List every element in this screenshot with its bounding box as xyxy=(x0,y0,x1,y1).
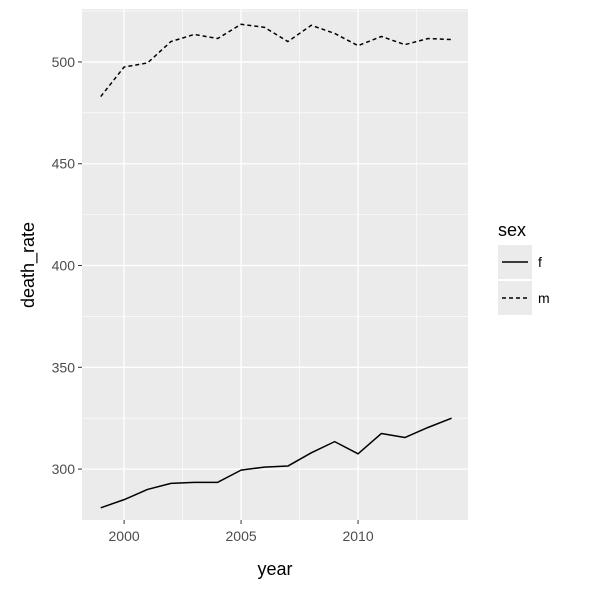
minor-gridlines xyxy=(82,9,468,520)
y-axis-title: death_rate xyxy=(18,222,39,308)
plot-panel xyxy=(82,9,468,520)
x-axis-title: year xyxy=(257,559,292,579)
y-axis: 300 350 400 450 500 xyxy=(52,54,82,477)
x-axis: 2000 2005 2010 xyxy=(109,520,374,544)
series-lines xyxy=(100,23,452,509)
legend-label-f: f xyxy=(538,254,542,270)
y-tick-label: 300 xyxy=(52,461,76,477)
y-tick-label: 450 xyxy=(52,156,76,172)
legend: sex f m xyxy=(498,220,550,315)
y-tick-label: 400 xyxy=(52,258,76,274)
x-tick-label: 2000 xyxy=(109,528,140,544)
series-line-f xyxy=(100,417,452,509)
x-tick-label: 2005 xyxy=(226,528,257,544)
x-tick-label: 2010 xyxy=(342,528,373,544)
legend-title: sex xyxy=(498,220,526,240)
y-tick-label: 350 xyxy=(52,359,76,375)
major-gridlines xyxy=(82,9,468,520)
y-tick-label: 500 xyxy=(52,54,76,70)
series-line-m xyxy=(100,23,452,98)
legend-label-m: m xyxy=(538,290,550,306)
